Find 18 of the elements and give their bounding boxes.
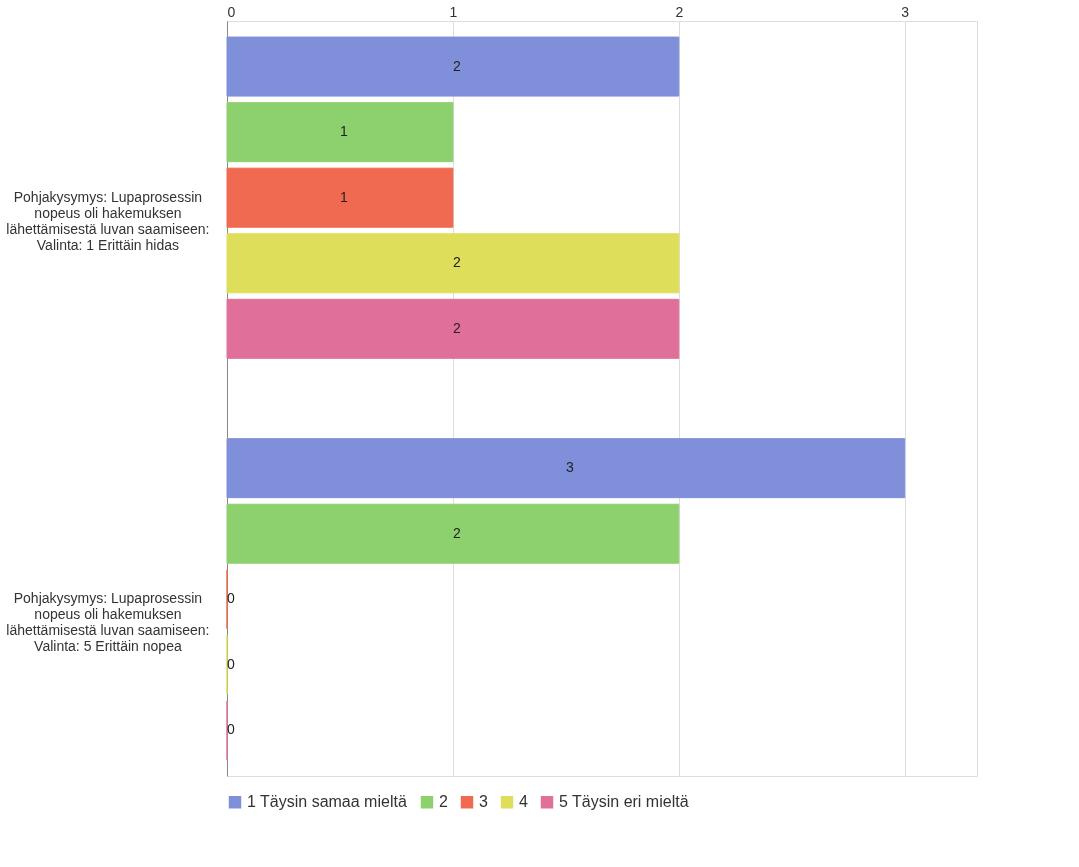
x-tick-label: 2 bbox=[675, 3, 684, 20]
data-label: 2 bbox=[453, 524, 462, 541]
x-tick-label: 0 bbox=[227, 3, 236, 20]
y-tick-label: Pohjakysymys: Lupaprosessin nopeus oli hakemuksen lähettämisestä luvan saamiseen: Valinta: 5 Erittäin nopea bbox=[6, 590, 210, 655]
legend-label: 5 Täysin eri mieltä bbox=[559, 793, 689, 811]
legend-label: 3 bbox=[479, 793, 488, 811]
data-label: 2 bbox=[453, 319, 462, 336]
data-label: 2 bbox=[453, 254, 462, 271]
x-tick-label: 3 bbox=[901, 3, 910, 20]
x-tick-label: 1 bbox=[449, 3, 458, 20]
data-label: 2 bbox=[453, 57, 462, 74]
data-label: 1 bbox=[340, 188, 349, 205]
legend-label: 1 Täysin samaa mieltä bbox=[247, 793, 407, 811]
data-label: 1 bbox=[340, 123, 349, 140]
legend-label: 2 bbox=[439, 793, 448, 811]
legend-label: 4 bbox=[519, 793, 528, 811]
y-tick-label: Pohjakysymys: Lupaprosessin nopeus oli hakemuksen lähettämisestä luvan saamiseen: Valinta: 1 Erittäin hidas bbox=[6, 188, 210, 253]
data-label: 3 bbox=[565, 459, 574, 476]
